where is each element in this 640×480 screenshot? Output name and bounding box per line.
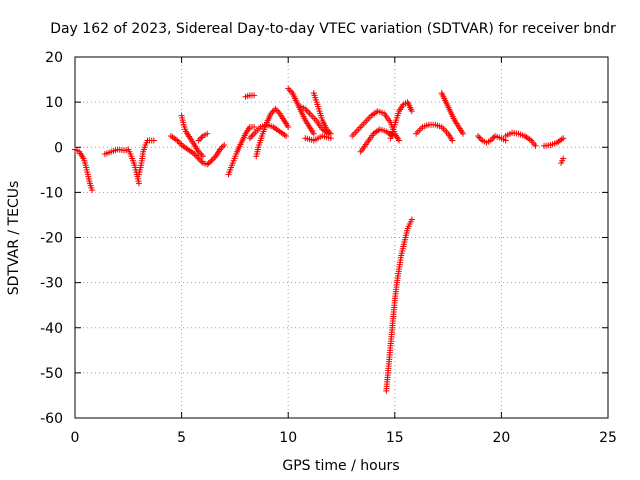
data-point — [449, 137, 456, 144]
data-point — [207, 158, 214, 165]
tick-layer: 0 5 10 15 20 25 -60 -50 -40 -30 -20 -10 0 10 20 — [40, 50, 617, 446]
data-point — [198, 134, 205, 141]
x-tick-label: 25 — [599, 430, 617, 446]
data-point — [532, 142, 539, 149]
data-point — [195, 137, 202, 144]
data-point — [408, 216, 415, 223]
data-point — [197, 135, 204, 142]
data-point — [283, 132, 290, 139]
chart-title: Day 162 of 2023, Sidereal Day-to-day VTE… — [50, 21, 616, 37]
y-tick-label: 10 — [45, 95, 63, 111]
data-point — [327, 135, 334, 142]
y-tick-label: -40 — [40, 321, 63, 337]
data-point — [477, 135, 484, 142]
x-tick-label: 15 — [386, 430, 404, 446]
data-point — [285, 85, 292, 92]
y-tick-label: 0 — [54, 140, 63, 156]
data-point — [150, 137, 157, 144]
data-points — [72, 85, 567, 394]
data-point — [251, 123, 258, 130]
data-point — [560, 135, 567, 142]
data-point — [273, 107, 280, 114]
data-point — [89, 187, 96, 194]
plot-frame — [74, 56, 609, 419]
data-point — [219, 143, 226, 150]
y-tick-label: -60 — [40, 411, 63, 427]
data-point — [460, 130, 467, 137]
data-point — [251, 92, 258, 99]
y-axis-label: SDTVAR / TECUs — [6, 181, 22, 296]
data-point — [474, 132, 481, 139]
x-tick-label: 0 — [71, 430, 80, 446]
x-axis-label: GPS time / hours — [282, 458, 399, 474]
y-tick-label: -10 — [40, 185, 63, 201]
data-point — [135, 180, 142, 187]
data-point — [197, 157, 204, 164]
y-tick-label: -50 — [40, 366, 63, 382]
grid-layer — [75, 57, 608, 418]
data-point — [177, 140, 184, 147]
data-point — [221, 141, 228, 148]
data-point — [199, 153, 206, 160]
data-point — [285, 123, 292, 130]
data-point — [246, 135, 253, 142]
data-point — [310, 130, 317, 137]
x-tick-label: 10 — [279, 430, 297, 446]
y-tick-label: 20 — [45, 50, 63, 66]
data-point — [249, 132, 256, 139]
x-tick-label: 20 — [492, 430, 510, 446]
data-point — [490, 134, 497, 141]
data-point — [175, 138, 182, 145]
data-point — [408, 108, 415, 115]
data-point — [204, 130, 211, 137]
y-tick-label: -30 — [40, 276, 63, 292]
data-point — [248, 133, 255, 140]
data-point — [209, 156, 216, 163]
data-point — [560, 155, 567, 162]
data-point — [272, 105, 279, 112]
data-point — [305, 108, 312, 115]
y-tick-label: -20 — [40, 231, 63, 247]
data-point — [476, 134, 483, 141]
x-tick-label: 5 — [177, 430, 186, 446]
data-point — [286, 87, 293, 94]
data-point — [396, 137, 403, 144]
